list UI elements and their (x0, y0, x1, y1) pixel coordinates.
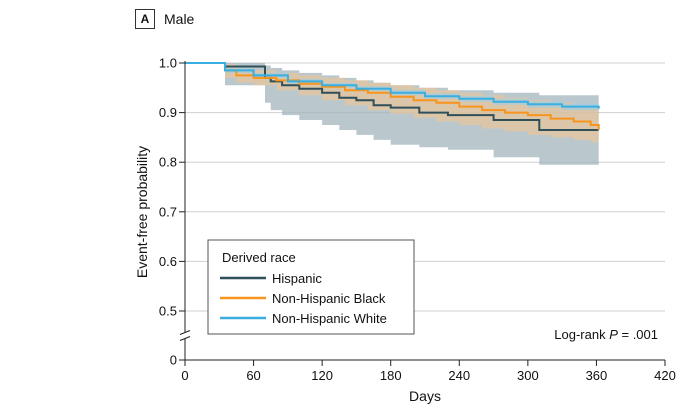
y-tick-label-4: 0.8 (159, 155, 177, 170)
y-axis-label: Event-free probability (134, 146, 150, 278)
y-tick-label-1: 0.5 (159, 304, 177, 319)
x-tick-label-5: 300 (517, 368, 539, 383)
x-tick-label-1: 60 (246, 368, 260, 383)
y-tick-label-0: 0 (170, 353, 177, 368)
x-tick-label-2: 120 (311, 368, 333, 383)
ci-band-white (185, 63, 599, 113)
x-tick-label-0: 0 (181, 368, 188, 383)
legend-title: Derived race (222, 250, 296, 265)
km-line-black (185, 62, 600, 130)
log-rank-annotation: Log-rank P = .001 (554, 327, 658, 342)
confidence-band-layer (185, 63, 599, 165)
x-tick-label-6: 360 (586, 368, 608, 383)
panel-header: A Male (135, 8, 194, 30)
axis-break-mark-lower (179, 336, 191, 341)
log-rank-suffix: = .001 (618, 327, 658, 342)
legend-label-hispanic: Hispanic (272, 271, 322, 286)
x-tick-label-7: 420 (654, 368, 676, 383)
survival-line-layer (185, 62, 600, 131)
x-tick-label-3: 180 (380, 368, 402, 383)
x-tick-label-4: 240 (448, 368, 470, 383)
y-tick-label-3: 0.7 (159, 204, 177, 219)
y-tick-label-5: 0.9 (159, 105, 177, 120)
legend-label-black: Non-Hispanic Black (272, 291, 386, 306)
axis-break-mark-upper (179, 330, 191, 335)
log-rank-prefix: Log-rank (554, 327, 609, 342)
log-rank-p: P (609, 327, 618, 342)
y-tick-label-2: 0.6 (159, 254, 177, 269)
panel-letter: A (135, 9, 155, 29)
legend: Derived race Hispanic Non-Hispanic Black… (207, 239, 415, 335)
tick-label-layer: 0 0.5 0.6 0.7 0.8 0.9 1.0 0 60 120 180 240 300 360 420 (159, 56, 676, 384)
y-tick-label-6: 1.0 (159, 56, 177, 71)
axis-layer (179, 61, 666, 366)
km-line-white (185, 62, 600, 109)
panel-title: Male (164, 11, 195, 27)
axis-break-gap (180, 332, 190, 339)
legend-label-white: Non-Hispanic White (272, 311, 387, 326)
x-axis-label: Days (409, 388, 441, 404)
